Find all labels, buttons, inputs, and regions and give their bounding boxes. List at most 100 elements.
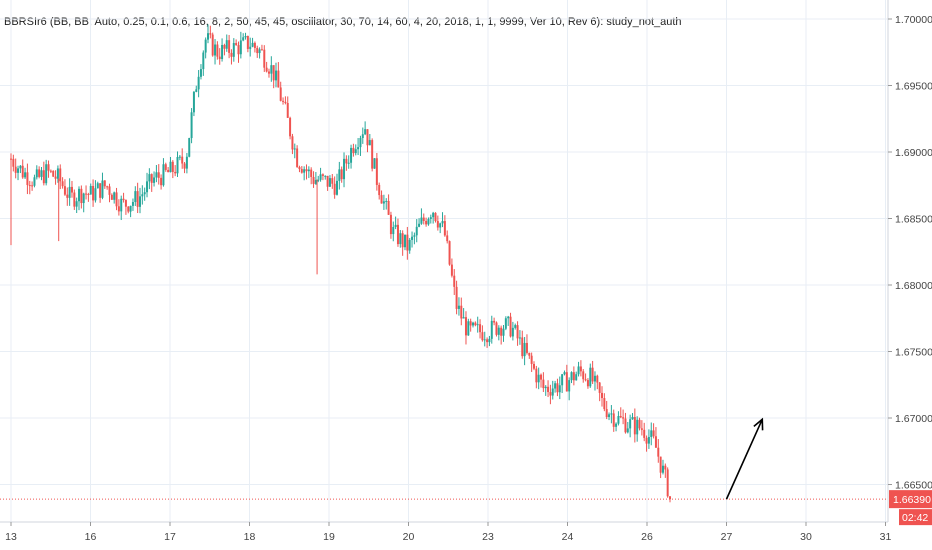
candle-body	[626, 428, 629, 433]
candle-body	[523, 342, 526, 357]
candle-body	[279, 87, 282, 101]
candle-body	[338, 169, 341, 181]
price-axis[interactable]	[888, 0, 932, 550]
candle-body	[171, 161, 174, 172]
candle-body	[540, 374, 543, 380]
candle-body	[371, 140, 374, 169]
candle-body	[343, 158, 346, 180]
candle-body	[143, 192, 146, 195]
trend-arrow[interactable]	[725, 419, 764, 500]
candle-body	[96, 183, 99, 189]
candle-body	[525, 342, 528, 353]
candle-body	[532, 363, 535, 369]
candle-body	[544, 386, 547, 389]
candle-body	[361, 134, 364, 139]
candle-body	[340, 169, 343, 180]
candle-body	[558, 385, 561, 393]
candle-body	[115, 192, 118, 207]
candle-body	[488, 338, 491, 343]
candle-body	[230, 52, 233, 57]
candle-body	[239, 40, 242, 55]
candle-body	[317, 179, 320, 181]
candle-body	[52, 170, 55, 177]
candle-body	[31, 185, 34, 187]
candle-body	[113, 192, 116, 200]
candle-body	[321, 174, 324, 176]
candle-body	[131, 202, 134, 206]
candle-body	[411, 236, 414, 240]
candle-body	[80, 188, 83, 204]
candle-body	[472, 322, 475, 326]
candle-body	[406, 234, 409, 251]
candle-body	[331, 178, 334, 184]
candle-body	[265, 67, 268, 72]
candle-body	[300, 169, 303, 173]
candle-body	[554, 383, 557, 389]
candle-body	[314, 180, 317, 184]
candle-body	[441, 221, 444, 224]
candle-body	[368, 140, 371, 146]
price-tick-label: 1.70000	[895, 14, 932, 26]
candle-body	[237, 45, 240, 55]
time-tick-label: 13	[5, 531, 17, 543]
candle-body	[183, 163, 186, 169]
candle-body	[282, 100, 285, 102]
candle-body	[439, 223, 442, 228]
candle-body	[601, 392, 604, 399]
candle-body	[619, 416, 622, 418]
candle-body	[486, 339, 489, 343]
candle-body	[422, 217, 425, 221]
candle-body	[418, 223, 421, 227]
candle-body	[652, 430, 655, 437]
candle-body	[209, 33, 212, 35]
candle-body	[89, 185, 92, 195]
candle-body	[617, 416, 620, 424]
candle-body	[514, 325, 517, 328]
candle-body	[42, 170, 45, 184]
candle-body	[284, 101, 287, 104]
candle-body	[610, 413, 613, 415]
candle-body	[382, 201, 385, 204]
candle-body	[28, 185, 31, 187]
candle-body	[85, 193, 88, 195]
candle-body	[408, 239, 411, 251]
candle-body	[633, 417, 636, 435]
candle-body	[286, 103, 289, 118]
price-tick-label: 1.68500	[895, 214, 932, 226]
time-tick-label: 19	[323, 531, 335, 543]
candle-body	[246, 36, 249, 49]
candle-body	[584, 379, 587, 381]
candle-body	[178, 156, 181, 158]
countdown-badge	[899, 509, 932, 526]
candle-body	[392, 226, 395, 235]
candle-body	[221, 44, 224, 59]
candle-body	[101, 180, 104, 198]
candle-body	[643, 429, 646, 438]
candle-body	[146, 181, 149, 193]
candle-body	[138, 196, 141, 207]
countdown-value: 02:42	[902, 512, 928, 524]
candle-body	[192, 91, 195, 113]
candle-body	[66, 194, 69, 198]
candle-body	[661, 465, 664, 473]
candle-body	[387, 200, 390, 215]
candle-body	[68, 186, 71, 198]
candle-body	[21, 165, 24, 178]
time-axis[interactable]	[0, 522, 888, 550]
candle-body	[537, 374, 540, 383]
candle-body	[326, 175, 329, 187]
candle-body	[260, 49, 263, 51]
candle-body	[235, 43, 238, 46]
candle-body	[176, 156, 179, 174]
candle-body	[528, 352, 531, 356]
candle-body	[629, 419, 632, 429]
candle-body	[228, 40, 231, 53]
candle-body	[328, 178, 331, 187]
candle-body	[49, 170, 52, 172]
candle-body	[457, 305, 460, 309]
candle-body	[162, 164, 165, 186]
current-price-value: 1.66390	[893, 494, 931, 506]
candle-body	[92, 185, 95, 201]
candle-body	[354, 149, 357, 154]
